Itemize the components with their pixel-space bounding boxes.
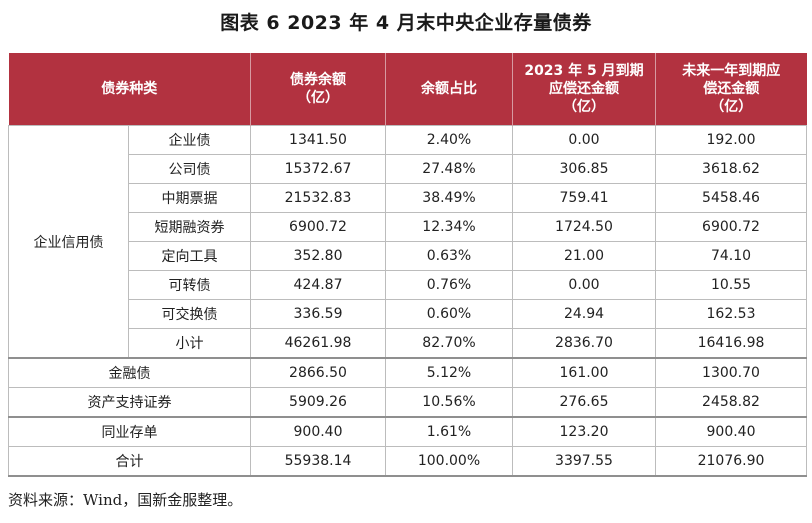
- cell-balance: 55938.14: [250, 446, 386, 477]
- cell-share: 0.60%: [385, 299, 513, 329]
- cell-year: 1300.70: [655, 357, 807, 388]
- bond-table: 债券种类 债券余额 （亿） 余额占比 2023 年 5 月到期 应偿还金额 （亿） 未…: [8, 53, 807, 477]
- cell-may: 123.20: [512, 416, 656, 447]
- cell-year: 6900.72: [655, 212, 807, 242]
- cell-balance: 6900.72: [250, 212, 386, 242]
- table-row: 短期融资券 6900.72 12.34% 1724.50 6900.72: [9, 212, 807, 242]
- cell-balance: 2866.50: [250, 357, 386, 388]
- cell-share: 0.63%: [385, 241, 513, 271]
- cell-balance: 336.59: [250, 299, 386, 329]
- row-name: 合计: [8, 446, 251, 477]
- cell-share: 100.00%: [385, 446, 513, 477]
- table-row: 同业存单 900.40 1.61% 123.20 900.40: [8, 416, 807, 447]
- cell-year: 74.10: [655, 241, 807, 271]
- source-note: 资料来源：Wind，国新金服整理。: [8, 491, 243, 509]
- cell-share: 82.70%: [385, 328, 513, 359]
- header-may-due: 2023 年 5 月到期 应偿还金额 （亿）: [512, 53, 656, 126]
- cell-year: 10.55: [655, 270, 807, 300]
- cell-share: 0.76%: [385, 270, 513, 300]
- header-type: 债券种类: [8, 53, 251, 126]
- header-share: 余额占比: [385, 53, 513, 126]
- table-row: 小计 46261.98 82.70% 2836.70 16416.98: [9, 328, 807, 359]
- row-name: 企业债: [128, 125, 251, 155]
- total-row: 合计 55938.14 100.00% 3397.55 21076.90: [8, 446, 807, 477]
- cell-may: 759.41: [512, 183, 656, 213]
- table-row: 公司债 15372.67 27.48% 306.85 3618.62: [9, 154, 807, 184]
- cell-balance: 352.80: [250, 241, 386, 271]
- table-row: 金融债 2866.50 5.12% 161.00 1300.70: [8, 357, 807, 388]
- cell-share: 1.61%: [385, 416, 513, 447]
- cell-year: 21076.90: [655, 446, 807, 477]
- cell-may: 0.00: [512, 270, 656, 300]
- cell-may: 306.85: [512, 154, 656, 184]
- cell-may: 276.65: [512, 387, 656, 418]
- cell-may: 0.00: [512, 125, 656, 155]
- row-name: 金融债: [8, 357, 251, 388]
- table-row: 企业信用债 企业债 1341.50 2.40% 0.00 192.00: [8, 125, 807, 359]
- cell-share: 2.40%: [385, 125, 513, 155]
- row-name: 小计: [128, 328, 251, 359]
- cell-may: 2836.70: [512, 328, 656, 359]
- cell-balance: 424.87: [250, 270, 386, 300]
- cell-may: 1724.50: [512, 212, 656, 242]
- cell-year: 162.53: [655, 299, 807, 329]
- table-row: 资产支持证券 5909.26 10.56% 276.65 2458.82: [8, 387, 807, 418]
- cell-balance: 21532.83: [250, 183, 386, 213]
- header-row: 债券种类 债券余额 （亿） 余额占比 2023 年 5 月到期 应偿还金额 （亿） 未…: [8, 53, 807, 126]
- row-name: 可转债: [128, 270, 251, 300]
- cell-may: 3397.55: [512, 446, 656, 477]
- cell-balance: 15372.67: [250, 154, 386, 184]
- header-balance: 债券余额 （亿）: [250, 53, 386, 126]
- page-title: 图表 6 2023 年 4 月末中央企业存量债券: [220, 12, 592, 34]
- header-year-due: 未来一年到期应 偿还金额 （亿）: [655, 53, 807, 126]
- cell-share: 12.34%: [385, 212, 513, 242]
- table-row: 定向工具 352.80 0.63% 21.00 74.10: [9, 241, 807, 271]
- cell-share: 5.12%: [385, 357, 513, 388]
- row-name: 同业存单: [8, 416, 251, 447]
- row-name: 公司债: [128, 154, 251, 184]
- table-row: 可交换债 336.59 0.60% 24.94 162.53: [9, 299, 807, 329]
- row-name: 短期融资券: [128, 212, 251, 242]
- cell-balance: 46261.98: [250, 328, 386, 359]
- cell-may: 24.94: [512, 299, 656, 329]
- cell-balance: 5909.26: [250, 387, 386, 418]
- table-row: 可转债 424.87 0.76% 0.00 10.55: [9, 270, 807, 300]
- cell-balance: 1341.50: [250, 125, 386, 155]
- group-label: 企业信用债: [8, 125, 129, 359]
- cell-share: 10.56%: [385, 387, 513, 418]
- cell-year: 16416.98: [655, 328, 807, 359]
- cell-share: 38.49%: [385, 183, 513, 213]
- cell-year: 2458.82: [655, 387, 807, 418]
- cell-may: 21.00: [512, 241, 656, 271]
- cell-year: 3618.62: [655, 154, 807, 184]
- cell-may: 161.00: [512, 357, 656, 388]
- row-name: 定向工具: [128, 241, 251, 271]
- cell-balance: 900.40: [250, 416, 386, 447]
- row-name: 中期票据: [128, 183, 251, 213]
- cell-year: 900.40: [655, 416, 807, 447]
- row-name: 资产支持证券: [8, 387, 251, 418]
- cell-share: 27.48%: [385, 154, 513, 184]
- cell-year: 192.00: [655, 125, 807, 155]
- table-row: 中期票据 21532.83 38.49% 759.41 5458.46: [9, 183, 807, 213]
- row-name: 可交换债: [128, 299, 251, 329]
- cell-year: 5458.46: [655, 183, 807, 213]
